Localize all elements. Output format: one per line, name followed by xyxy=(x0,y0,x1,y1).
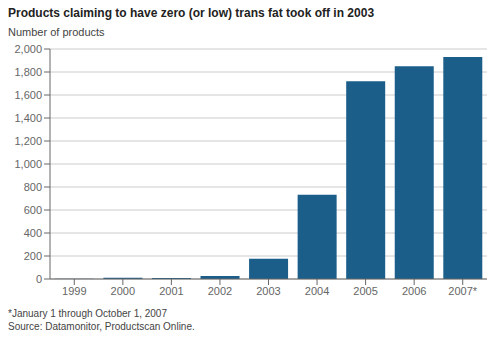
html-text:Number of products: Number of products xyxy=(8,26,105,38)
svg-text:1,200: 1,200 xyxy=(14,135,42,147)
svg-text:1999: 1999 xyxy=(62,285,86,297)
html-text:Products claiming to have zero: Products claiming to have zero (or low) … xyxy=(8,6,375,20)
svg-text:2004: 2004 xyxy=(305,285,329,297)
svg-text:2003: 2003 xyxy=(256,285,280,297)
svg-text:0: 0 xyxy=(36,273,42,285)
svg-text:2006: 2006 xyxy=(402,285,426,297)
svg-text:2001: 2001 xyxy=(159,285,183,297)
svg-text:800: 800 xyxy=(24,181,42,193)
svg-text:2000: 2000 xyxy=(111,285,135,297)
svg-text:600: 600 xyxy=(24,204,42,216)
svg-text:1,600: 1,600 xyxy=(14,89,42,101)
svg-text:1,400: 1,400 xyxy=(14,112,42,124)
svg-text:200: 200 xyxy=(24,250,42,262)
svg-text:2002: 2002 xyxy=(208,285,232,297)
html-text:Source: Datamonitor, Productsc: Source: Datamonitor, Productscan Online. xyxy=(8,321,195,332)
svg-text:1,800: 1,800 xyxy=(14,66,42,78)
svg-text:2,000: 2,000 xyxy=(14,43,42,55)
svg-text:2005: 2005 xyxy=(353,285,377,297)
svg-text:400: 400 xyxy=(24,227,42,239)
svg-text:1,000: 1,000 xyxy=(14,158,42,170)
html-text:*January 1 through October 1,: *January 1 through October 1, 2007 xyxy=(8,308,167,319)
svg-text:2007*: 2007* xyxy=(448,285,477,297)
